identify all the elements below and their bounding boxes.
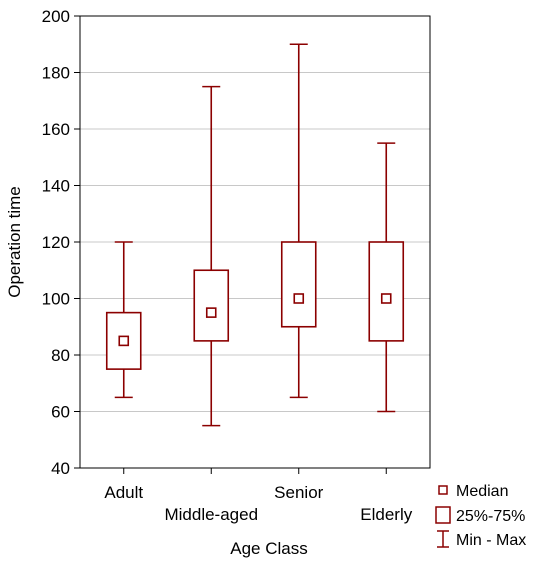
y-tick-label: 80 [51,346,70,365]
y-tick-label: 200 [42,7,70,26]
legend-label: Median [456,483,508,500]
legend-label: Min - Max [456,532,526,549]
median-marker [118,335,130,347]
iqr-box [280,241,317,328]
x-category-label: Middle-aged [164,505,258,524]
x-category-label: Senior [274,483,323,502]
median-marker [205,307,217,318]
iqr-box [193,269,230,342]
y-tick-label: 160 [42,120,70,139]
y-tick-label: 180 [42,64,70,83]
legend-median-symbol [438,485,448,495]
box-elderly [368,142,405,413]
legend-label: 25%-75% [456,508,525,525]
y-tick-label: 60 [51,403,70,422]
x-axis-title: Age Class [230,539,307,558]
x-category-label: Elderly [360,505,412,524]
y-axis-title: Operation time [5,186,24,298]
median-marker [380,293,392,304]
y-tick-label: 100 [42,290,70,309]
y-tick-label: 140 [42,177,70,196]
median-marker [293,293,305,304]
box-adult [105,241,142,399]
y-tick-label: 120 [42,233,70,252]
y-tick-label: 40 [51,459,70,478]
box-series [105,43,405,427]
legend-box-symbol [435,506,451,524]
box-middle-aged [193,85,230,427]
x-category-label: Adult [104,483,143,502]
iqr-box [368,241,405,342]
legend: Median 25%-75% Min - Max [435,483,526,549]
y-axis-ticks: 40 60 80 100 120 140 160 180 200 [42,7,80,478]
x-axis-ticks: Adult Middle-aged Senior Elderly [104,468,413,524]
box-senior [280,43,317,399]
